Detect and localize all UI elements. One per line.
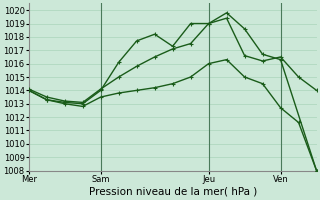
X-axis label: Pression niveau de la mer( hPa ): Pression niveau de la mer( hPa ) (89, 187, 257, 197)
